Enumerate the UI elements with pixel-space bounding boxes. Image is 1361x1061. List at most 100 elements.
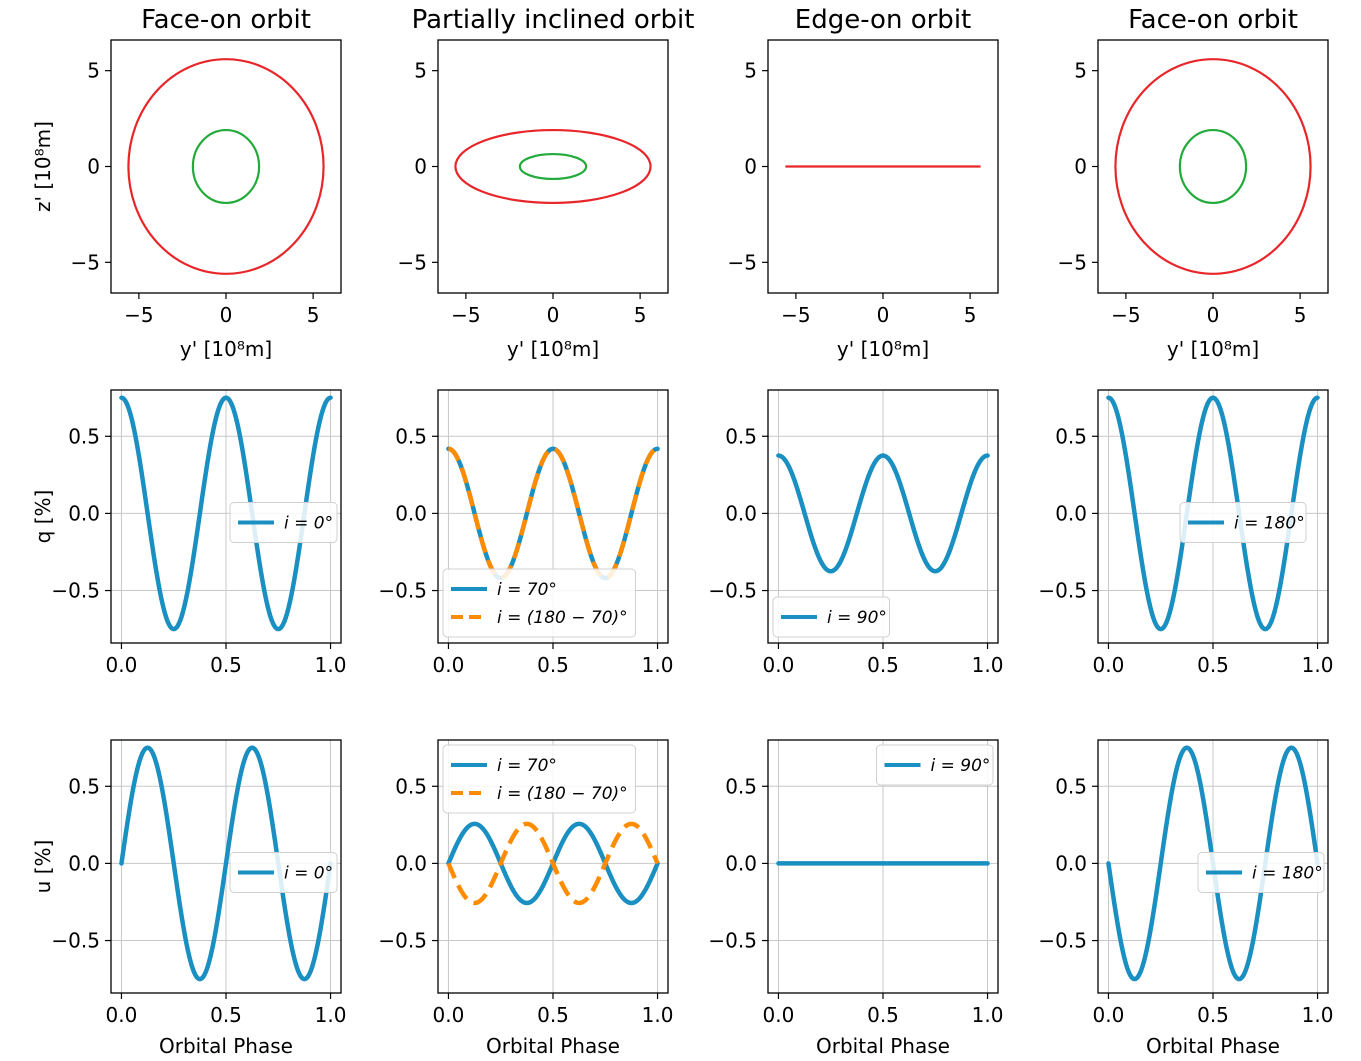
y-tick-label: 0.5 [395, 774, 427, 798]
x-tick-label: 1.0 [642, 1003, 674, 1027]
y-tick-label: −5 [398, 250, 427, 274]
x-tick-label: 0.0 [106, 1003, 138, 1027]
y-tick-label: 5 [744, 59, 757, 83]
y-tick-label: 0.5 [725, 424, 757, 448]
legend-label: i = 0° [284, 864, 333, 884]
panel-r0-c3: −5 0 5 −5 0 5 Face-on orbit y' [10⁸m] [1058, 5, 1329, 361]
y-tick-label: 5 [87, 59, 100, 83]
y-tick-label: 0.0 [395, 851, 427, 875]
x-axis-label: Orbital Phase [159, 1034, 293, 1058]
x-tick-label: 5 [307, 303, 320, 327]
x-tick-label: 0.5 [210, 1003, 242, 1027]
axes-frame [1097, 39, 1329, 294]
outer-orbit [1114, 58, 1312, 275]
x-tick-label: 1.0 [1302, 653, 1334, 677]
inner-orbit [518, 152, 588, 181]
y-tick-label: 0 [1074, 155, 1087, 179]
y-tick-label: −5 [728, 250, 757, 274]
legend: i = 90° [876, 744, 994, 786]
x-tick-label: 0.0 [433, 653, 465, 677]
inner-orbit [191, 128, 261, 205]
series-line [1106, 395, 1320, 632]
y-tick-label: 0 [414, 155, 427, 179]
legend-label: i = 180° [1252, 864, 1323, 884]
y-axis-label: u [%] [31, 840, 55, 894]
panel-title: Edge-on orbit [795, 5, 971, 35]
x-axis-label: y' [10⁸m] [837, 337, 929, 361]
x-tick-label: 0.0 [433, 1003, 465, 1027]
legend-box [442, 744, 636, 814]
axes-frame [437, 39, 669, 294]
panel-title: Face-on orbit [141, 5, 311, 35]
panel-r0-c2: −5 0 5 −5 0 5 Edge-on orbit y' [10⁸m] [728, 5, 999, 361]
y-tick-label: 0.0 [1055, 851, 1087, 875]
x-tick-label: 0.5 [537, 653, 569, 677]
legend-box [876, 744, 994, 786]
legend-label: i = 90° [827, 608, 887, 628]
y-tick-label: 0.0 [1055, 501, 1087, 525]
series-line [119, 395, 333, 632]
legend-label: i = 0° [284, 514, 333, 534]
legend: i = 90° [772, 596, 890, 638]
legend-label: i = 70° [497, 580, 557, 600]
x-axis-label: y' [10⁸m] [180, 337, 272, 361]
x-tick-label: −5 [1111, 303, 1140, 327]
panel-r1-c3: 0.0 0.5 1.0 −0.5 0.0 0.5 i = 180° [1038, 389, 1334, 677]
x-tick-label: 0.0 [1093, 1003, 1125, 1027]
y-tick-label: 0.5 [395, 424, 427, 448]
legend-box [229, 852, 338, 893]
legend: i = 70° i = (180 − 70)° [442, 568, 636, 638]
y-axis-label: z' [10⁸m] [31, 121, 55, 212]
x-tick-label: 1.0 [972, 1003, 1004, 1027]
y-tick-label: 0 [744, 155, 757, 179]
panel-title: Partially inclined orbit [412, 5, 695, 35]
series-line [119, 745, 333, 982]
x-tick-label: 1.0 [1302, 1003, 1334, 1027]
x-tick-label: 0.5 [867, 1003, 899, 1027]
x-tick-label: 0 [547, 303, 560, 327]
inner-orbit [1178, 128, 1248, 205]
x-tick-label: 0.5 [210, 653, 242, 677]
legend-label: i = 180° [1234, 514, 1305, 534]
x-tick-label: 0.5 [867, 653, 899, 677]
x-tick-label: 0.0 [763, 1003, 795, 1027]
y-tick-label: −5 [71, 250, 100, 274]
y-tick-label: −0.5 [708, 579, 757, 603]
legend: i = 0° [229, 502, 338, 543]
y-tick-label: 0.5 [68, 774, 100, 798]
y-tick-label: −0.5 [51, 579, 100, 603]
outer-orbit [454, 128, 652, 205]
x-axis-label: y' [10⁸m] [1167, 337, 1259, 361]
legend-box [229, 502, 338, 543]
x-tick-label: 0 [1207, 303, 1220, 327]
y-tick-label: 0.5 [725, 774, 757, 798]
legend-box [1179, 502, 1307, 543]
x-tick-label: 1.0 [972, 653, 1004, 677]
y-tick-label: −0.5 [708, 929, 757, 953]
y-tick-label: 0.0 [68, 851, 100, 875]
x-tick-label: −5 [124, 303, 153, 327]
y-tick-label: −0.5 [378, 579, 427, 603]
panel-r1-c0: 0.0 0.5 1.0 −0.5 0.0 0.5 q [%] i = 0° [31, 389, 347, 677]
y-tick-label: 0 [87, 155, 100, 179]
legend-label: i = (180 − 70)° [497, 784, 628, 804]
panel-r2-c2: 0.0 0.5 1.0 −0.5 0.0 0.5 Orbital Phase i = 90° [708, 739, 1004, 1058]
x-tick-label: 0.0 [1093, 653, 1125, 677]
axes-frame [110, 39, 342, 294]
legend-box [1197, 852, 1325, 893]
x-tick-label: 1.0 [315, 653, 347, 677]
x-axis-label: Orbital Phase [816, 1034, 950, 1058]
x-tick-label: 5 [634, 303, 647, 327]
series-line [446, 821, 660, 906]
panel-r0-c1: −5 0 5 −5 0 5 Partially inclined orbit y' [10⁸m… [398, 5, 695, 361]
x-tick-label: 0.5 [1197, 653, 1229, 677]
x-axis-label: y' [10⁸m] [507, 337, 599, 361]
x-tick-label: 0 [220, 303, 233, 327]
y-tick-label: 0.5 [68, 424, 100, 448]
y-tick-label: 5 [414, 59, 427, 83]
y-tick-label: 0.0 [68, 501, 100, 525]
legend: i = 180° [1179, 502, 1307, 543]
y-axis-label: q [%] [31, 490, 55, 544]
